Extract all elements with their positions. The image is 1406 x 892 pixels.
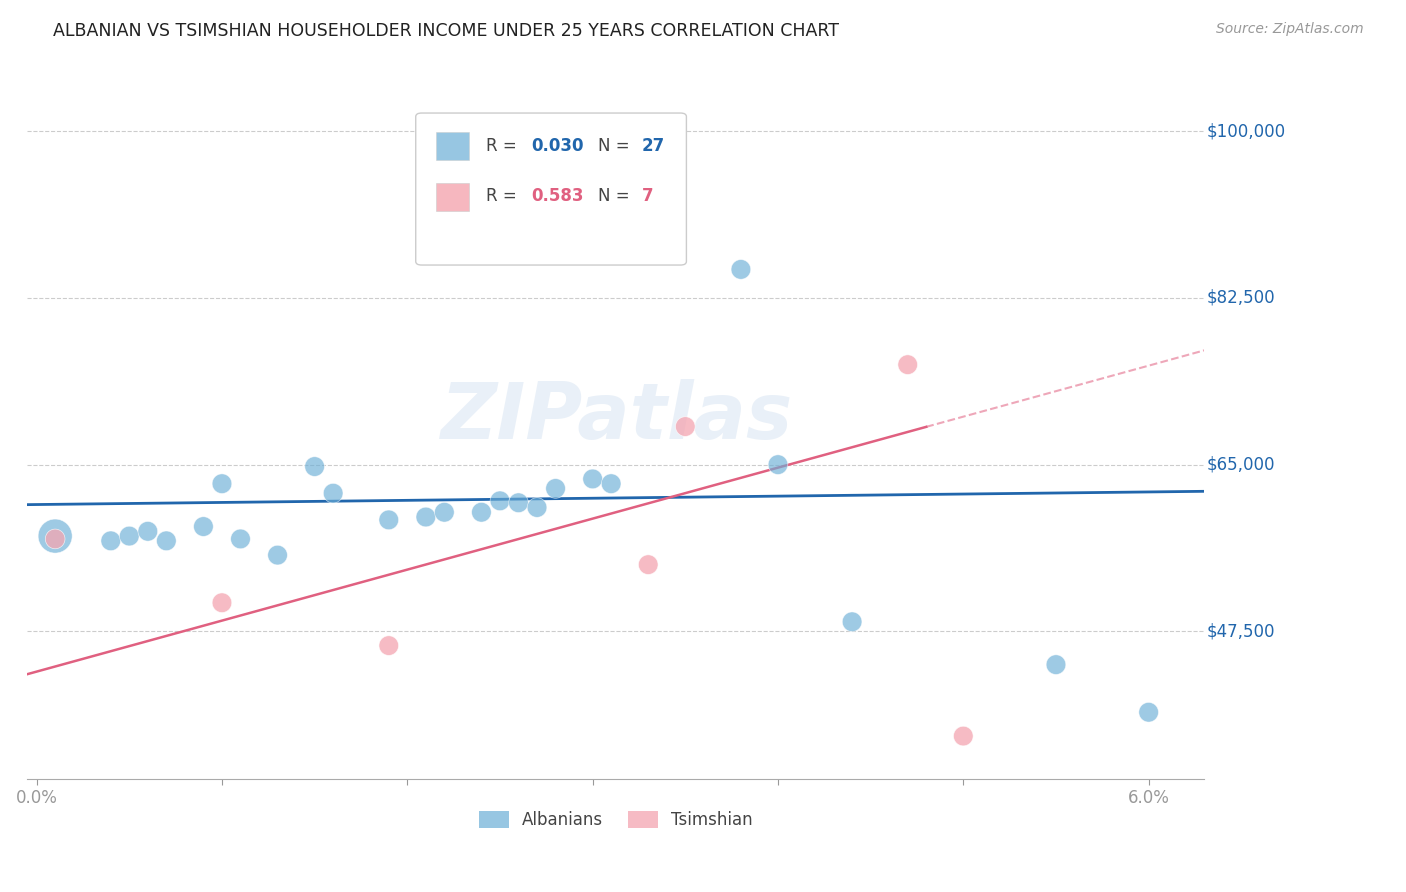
Point xyxy=(229,532,252,546)
Text: $100,000: $100,000 xyxy=(1206,122,1285,140)
Point xyxy=(582,472,605,486)
Text: 0.030: 0.030 xyxy=(531,136,583,154)
Point xyxy=(637,148,659,162)
Point xyxy=(600,476,623,491)
Point xyxy=(673,419,696,434)
Point xyxy=(211,476,233,491)
FancyBboxPatch shape xyxy=(436,183,468,211)
Text: Source: ZipAtlas.com: Source: ZipAtlas.com xyxy=(1216,22,1364,37)
Point xyxy=(508,496,530,510)
Point xyxy=(544,482,567,496)
Point xyxy=(1137,705,1160,719)
Point xyxy=(378,513,401,527)
FancyBboxPatch shape xyxy=(436,132,468,160)
Point xyxy=(118,529,141,543)
Point xyxy=(415,510,437,524)
Point xyxy=(44,532,66,546)
Point xyxy=(322,486,344,500)
Text: $65,000: $65,000 xyxy=(1206,456,1275,474)
Point xyxy=(526,500,548,515)
Point xyxy=(489,493,512,508)
Point xyxy=(136,524,159,539)
Point xyxy=(897,358,920,372)
Text: R =: R = xyxy=(486,187,523,205)
Point xyxy=(470,505,492,519)
Text: 0.583: 0.583 xyxy=(531,187,583,205)
Point xyxy=(44,529,66,543)
Text: $82,500: $82,500 xyxy=(1206,289,1275,307)
Text: N =: N = xyxy=(598,136,636,154)
Point xyxy=(766,458,789,472)
Text: 27: 27 xyxy=(641,136,665,154)
Text: ZIPatlas: ZIPatlas xyxy=(440,379,792,455)
Point xyxy=(193,519,215,533)
Point xyxy=(100,533,122,548)
Point xyxy=(1045,657,1067,672)
Point xyxy=(730,262,752,277)
Text: 7: 7 xyxy=(641,187,654,205)
Point xyxy=(266,548,288,562)
Text: R =: R = xyxy=(486,136,523,154)
Text: ALBANIAN VS TSIMSHIAN HOUSEHOLDER INCOME UNDER 25 YEARS CORRELATION CHART: ALBANIAN VS TSIMSHIAN HOUSEHOLDER INCOME… xyxy=(53,22,839,40)
Legend: Albanians, Tsimshian: Albanians, Tsimshian xyxy=(472,805,759,836)
Point xyxy=(211,596,233,610)
Text: $47,500: $47,500 xyxy=(1206,623,1275,640)
Point xyxy=(841,615,863,629)
Point xyxy=(304,459,326,474)
Point xyxy=(637,558,659,572)
Point xyxy=(155,533,177,548)
Point xyxy=(433,505,456,519)
Point xyxy=(952,729,974,743)
FancyBboxPatch shape xyxy=(416,113,686,265)
Text: N =: N = xyxy=(598,187,636,205)
Point xyxy=(378,639,401,653)
